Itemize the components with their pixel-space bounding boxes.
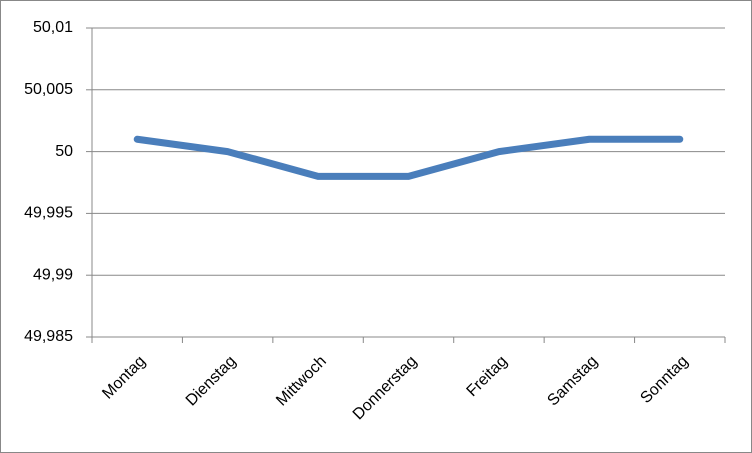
y-tick-label: 50,01 <box>33 19 73 36</box>
y-tick-label: 50,005 <box>24 81 73 98</box>
line-series <box>133 135 684 180</box>
y-tick-label: 49,985 <box>24 328 73 345</box>
y-tick-label: 49,99 <box>33 266 73 283</box>
y-tick-label: 50 <box>55 143 73 160</box>
y-tick-label: 49,995 <box>24 205 73 222</box>
